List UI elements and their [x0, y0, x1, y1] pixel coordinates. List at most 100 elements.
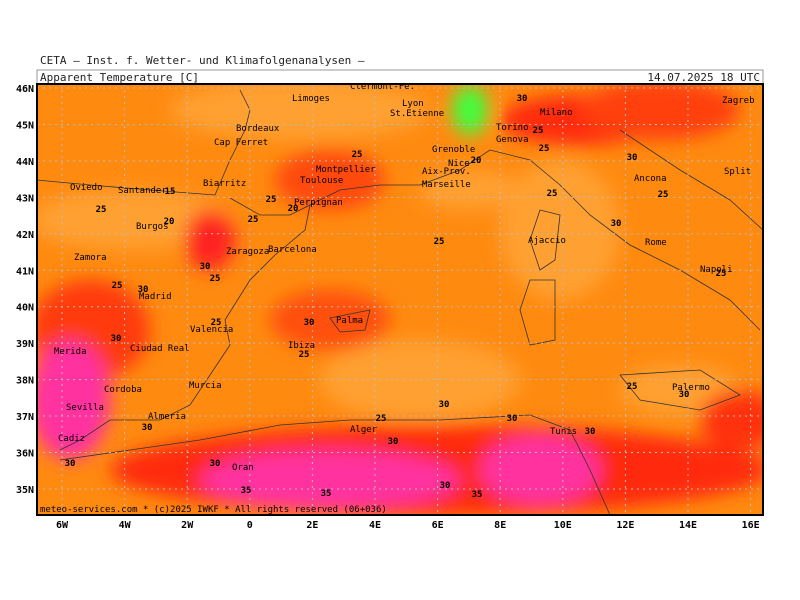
city-label: Clermont-Fe.	[350, 82, 415, 92]
city-label: Ciudad Real	[130, 344, 190, 354]
city-label: Oran	[232, 463, 254, 473]
contour-label: 20	[164, 217, 175, 227]
contour-label: 25	[539, 144, 550, 154]
contour-label: 35	[241, 486, 252, 496]
lat-label: 42N	[16, 230, 34, 241]
city-label: Nice	[448, 159, 470, 169]
contour-label: 15	[165, 187, 176, 197]
lon-label: 6W	[56, 520, 69, 531]
contour-label: 35	[321, 489, 332, 499]
contour-label: 30	[507, 414, 518, 424]
contour-label: 30	[611, 219, 622, 229]
city-label: Lyon	[402, 99, 424, 109]
footer: meteo-services.com * (c)2025 IWKF * All …	[40, 505, 387, 515]
contour-label: 25	[266, 195, 277, 205]
city-label: Montpellier	[316, 165, 376, 175]
city-label: Marseille	[422, 180, 471, 190]
contour-label: 30	[388, 437, 399, 447]
map-title: Apparent Temperature [C]	[40, 71, 199, 84]
graticule	[37, 84, 763, 515]
contour-label: 30	[65, 459, 76, 469]
lat-label: 35N	[16, 485, 34, 496]
contour-label: 30	[200, 262, 211, 272]
lat-label: 40N	[16, 303, 34, 314]
city-label: Toulouse	[300, 176, 343, 186]
contour-label: 25	[352, 150, 363, 160]
city-label: Aix-Prov.	[422, 167, 471, 177]
city-label: Palma	[336, 316, 363, 326]
contour-label: 25	[299, 350, 310, 360]
city-label: Ibiza	[288, 341, 315, 351]
city-label: Alger	[350, 425, 378, 435]
contour-label: 25	[627, 382, 638, 392]
contour-label: 35	[472, 490, 483, 500]
contour-label: 25	[716, 269, 727, 279]
contour-label: 25	[210, 274, 221, 284]
city-label: Grenoble	[432, 145, 475, 155]
contour-label: 25	[533, 126, 544, 136]
city-label: Limoges	[292, 94, 330, 104]
institute: CETA — Inst. f. Wetter- und Klimafolgena…	[40, 54, 365, 67]
lon-label: 2E	[306, 520, 318, 531]
city-label: Santander	[118, 186, 167, 196]
city-label: Ancona	[634, 174, 667, 184]
contour-label: 30	[585, 427, 596, 437]
city-label: Palermo	[672, 383, 710, 393]
lat-label: 44N	[16, 157, 34, 168]
lat-label: 41N	[16, 266, 34, 277]
lon-label: 0	[247, 520, 253, 531]
axes: 46N 45N 44N 43N 42N 41N 40N 39N 38N 37N 36N 35N 6W 4W…	[16, 84, 760, 531]
lon-label: 14E	[679, 520, 697, 531]
lon-label: 2W	[181, 520, 194, 531]
contour-label: 25	[211, 318, 222, 328]
city-label: Tunis	[550, 427, 577, 437]
city-label: Ajaccio	[528, 236, 566, 246]
city-label: Madrid	[139, 292, 172, 302]
lon-label: 8E	[494, 520, 506, 531]
contour-label: 25	[547, 189, 558, 199]
city-label: Zagreb	[722, 96, 755, 106]
lon-label: 4E	[369, 520, 381, 531]
lon-label: 4W	[119, 520, 132, 531]
lat-label: 43N	[16, 193, 34, 204]
city-label: Perpignan	[294, 198, 343, 208]
contour-label: 30	[439, 400, 450, 410]
contour-label: 20	[288, 204, 299, 214]
contour-label: 25	[434, 237, 445, 247]
contour-label: 25	[112, 281, 123, 291]
lat-label: 36N	[16, 449, 34, 460]
city-label: Zamora	[74, 253, 107, 263]
contour-label: 30	[679, 390, 690, 400]
map-frame	[36, 83, 764, 516]
city-label: Split	[724, 167, 751, 177]
contour-label: 25	[658, 190, 669, 200]
city-label: Barcelona	[268, 245, 317, 255]
lat-label: 38N	[16, 376, 34, 387]
city-label: Zaragoza	[226, 247, 269, 257]
lon-label: 12E	[616, 520, 634, 531]
city-label: St.Etienne	[390, 109, 444, 119]
city-label: Bordeaux	[236, 124, 280, 134]
city-label: Burgos	[136, 222, 169, 232]
city-label: Merida	[54, 347, 87, 357]
city-label: Napoli	[700, 265, 733, 275]
field: 30 25 25 25 20 30 15 25 20 25 20 25 25 25 30 25 25 25 30 25…	[37, 82, 763, 515]
contour-labels: 30 25 25 25 20 30 15 25 20 25 20 25 25 25 30 25 25 25 30 25…	[65, 94, 727, 500]
city-label: Torino	[496, 123, 529, 133]
contour-label: 30	[440, 481, 451, 491]
contour-label: 30	[210, 459, 221, 469]
city-label: Almeria	[148, 412, 186, 422]
city-label: Cadiz	[58, 434, 85, 444]
lat-label: 37N	[16, 412, 34, 423]
lat-label: 39N	[16, 339, 34, 350]
city-label: Genova	[496, 135, 529, 145]
contour-label: 30	[142, 423, 153, 433]
city-label: Milano	[540, 108, 573, 118]
contour-label: 30	[138, 285, 149, 295]
contour-label: 20	[471, 156, 482, 166]
lon-label: 16E	[742, 520, 760, 531]
lon-label: 10E	[554, 520, 572, 531]
